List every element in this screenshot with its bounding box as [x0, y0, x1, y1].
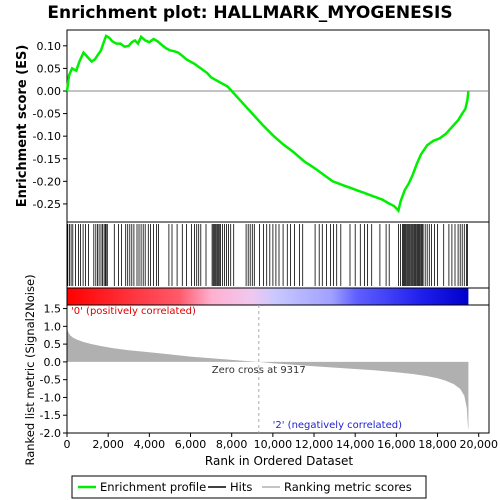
- metric-y-tick-label: 1.0: [44, 320, 62, 333]
- es-y-tick-label: -0.25: [33, 198, 61, 211]
- metric-frame: [66, 304, 490, 434]
- chart-title: Enrichment plot: HALLMARK_MYOGENESIS: [47, 3, 452, 23]
- x-tick-label: 14,000: [336, 438, 375, 451]
- hits-frame: [66, 221, 490, 289]
- es-y-tick-label: 0.10: [37, 40, 62, 53]
- es-y-ticks: 0.10 0.05 0.00 -0.05 -0.10 -0.15 -0.20 -0.25: [33, 40, 67, 211]
- x-tick-label: 12,000: [295, 438, 334, 451]
- x-tick-label: 8,000: [216, 438, 248, 451]
- x-tick-label: 10,000: [254, 438, 293, 451]
- x-axis: 0 2,000 4,000 6,000 8,000 10,000 12,000 14,000 1…: [64, 433, 498, 451]
- es-panel: 0.10 0.05 0.00 -0.05 -0.10 -0.15 -0.20 -0.25 En…: [15, 29, 490, 223]
- metric-y-ticks: 1.5 1.0 0.5 0.0 -0.5 -1.0 -1.5 -2.0: [40, 303, 67, 440]
- metric-y-tick-label: -1.0: [40, 391, 61, 404]
- metric-y-tick-label: -0.5: [40, 374, 61, 387]
- metric-y-tick-label: 0.0: [44, 356, 62, 369]
- metric-y-tick-label: -2.0: [40, 427, 61, 440]
- enrichment-profile-line: [65, 34, 470, 214]
- hits-panel: [66, 221, 490, 289]
- legend-metric-label: Ranking metric scores: [284, 480, 412, 494]
- rank-gradient: [67, 288, 469, 305]
- es-frame: [66, 29, 490, 223]
- es-y-axis-label: Enrichment score (ES): [15, 45, 30, 208]
- metric-y-axis-label: Ranked list metric (Signal2Noise): [23, 274, 37, 465]
- es-y-tick-label: -0.10: [33, 130, 61, 143]
- x-tick-label: 2,000: [92, 438, 124, 451]
- x-axis-label: Rank in Ordered Dataset: [205, 454, 353, 468]
- zero-cross-label: Zero cross at 9317: [212, 365, 306, 376]
- x-tick-label: 4,000: [134, 438, 166, 451]
- x-tick-label: 0: [64, 438, 71, 451]
- es-y-tick-label: 0.00: [37, 85, 62, 98]
- ranking-metric-area: [67, 326, 469, 430]
- x-tick-label: 6,000: [175, 438, 207, 451]
- es-y-tick-label: 0.05: [37, 62, 62, 75]
- es-y-tick-label: -0.20: [33, 175, 61, 188]
- legend-frame: [71, 475, 427, 499]
- x-tick-label: 16,000: [377, 438, 416, 451]
- positive-correlation-label: '0' (positively correlated): [71, 306, 196, 317]
- es-y-tick-label: -0.15: [33, 153, 61, 166]
- legend: Enrichment profile Hits Ranking metric s…: [71, 475, 427, 499]
- hits-lines: [67, 224, 468, 286]
- metric-y-tick-label: -1.5: [40, 409, 61, 422]
- x-tick-label: 18,000: [418, 438, 457, 451]
- legend-enrichment-label: Enrichment profile: [100, 480, 206, 494]
- es-y-tick-label: -0.05: [33, 108, 61, 121]
- rank-color-bar: [66, 287, 490, 306]
- metric-y-tick-label: 1.5: [44, 303, 62, 316]
- metric-panel: 1.5 1.0 0.5 0.0 -0.5 -1.0 -1.5 -2.0 Zero cross …: [23, 274, 490, 466]
- legend-hits-label: Hits: [230, 480, 252, 494]
- metric-y-tick-label: 0.5: [44, 338, 62, 351]
- x-tick-label: 20,000: [459, 438, 498, 451]
- negative-correlation-label: '2' (negatively correlated): [273, 420, 402, 431]
